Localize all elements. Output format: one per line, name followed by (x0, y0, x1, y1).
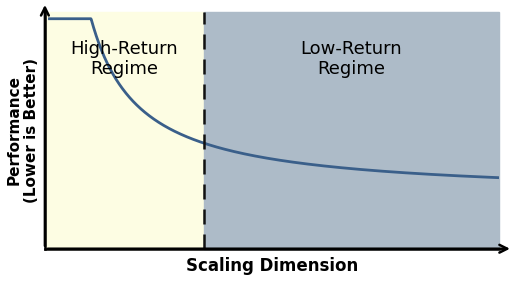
Text: Low-Return
Regime: Low-Return Regime (301, 40, 402, 78)
X-axis label: Scaling Dimension: Scaling Dimension (186, 257, 358, 275)
Bar (45, 12, 204, 249)
Text: High-Return
Regime: High-Return Regime (70, 40, 178, 78)
Bar (204, 12, 499, 249)
Y-axis label: Performance
(Lower is Better): Performance (Lower is Better) (7, 58, 40, 203)
